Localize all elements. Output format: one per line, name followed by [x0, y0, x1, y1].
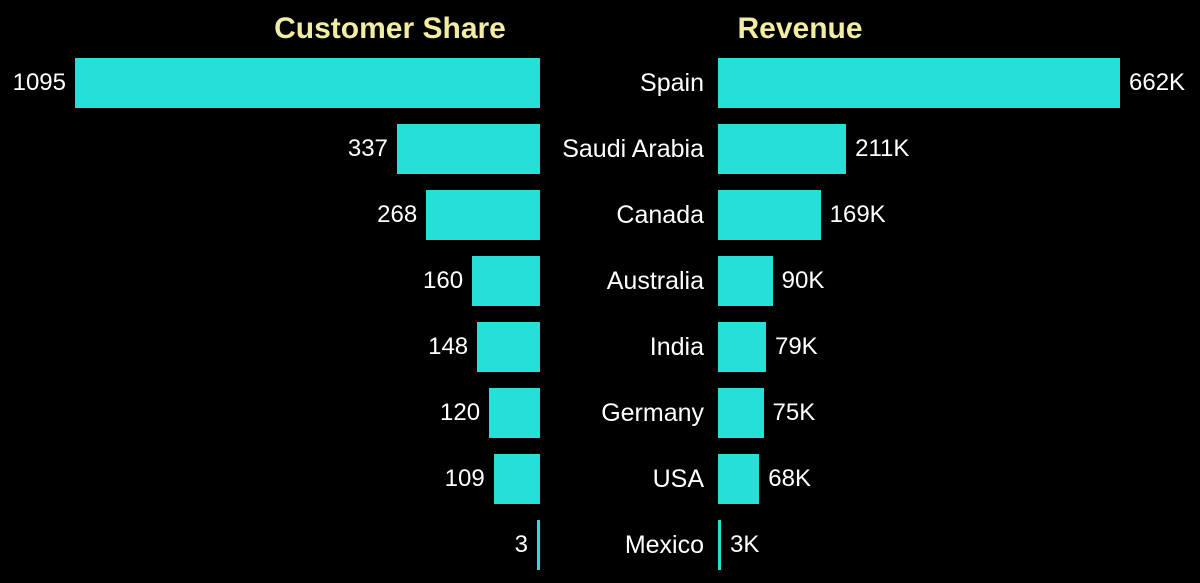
revenue-value-label: 211K: [855, 135, 910, 162]
revenue-title: Revenue: [737, 12, 863, 45]
customer-share-zone: 109: [0, 454, 540, 504]
customer-share-zone: 3: [0, 520, 540, 570]
revenue-zone: 75K: [718, 388, 1200, 438]
revenue-bar[interactable]: [718, 256, 773, 306]
customer-share-bar[interactable]: [477, 322, 540, 372]
customer-share-zone: 1095: [0, 58, 540, 108]
customer-share-title: Customer Share: [274, 12, 506, 45]
customer-share-value-label: 120: [440, 399, 481, 426]
customer-share-value-label: 160: [423, 267, 464, 294]
customer-share-zone: 148: [0, 322, 540, 372]
revenue-zone: 211K: [718, 124, 1200, 174]
revenue-bar[interactable]: [718, 124, 847, 174]
customer-share-zone: 337: [0, 124, 540, 174]
customer-share-value-label: 148: [428, 333, 469, 360]
revenue-bar[interactable]: [718, 58, 1120, 108]
customer-share-bar[interactable]: [489, 388, 540, 438]
revenue-bar[interactable]: [718, 190, 821, 240]
customer-share-value-label: 337: [347, 135, 388, 162]
category-label: USA: [652, 464, 704, 493]
revenue-zone: 79K: [718, 322, 1200, 372]
chart-row: 148 India 79K: [0, 314, 1200, 380]
revenue-bar[interactable]: [718, 388, 764, 438]
revenue-bar[interactable]: [718, 454, 760, 504]
category-label: Australia: [606, 266, 704, 295]
chart-row: 268 Canada 169K: [0, 182, 1200, 248]
customer-share-zone: 160: [0, 256, 540, 306]
chart-rows: 1095 Spain 662K 337 Saudi Arabia 211K 268 Canad…: [0, 50, 1200, 578]
revenue-value-label: 68K: [768, 465, 811, 492]
chart-row: 109 USA 68K: [0, 446, 1200, 512]
revenue-zone: 3K: [718, 520, 1200, 570]
customer-share-value-label: 109: [444, 465, 485, 492]
revenue-value-label: 79K: [774, 333, 818, 360]
customer-share-bar[interactable]: [493, 454, 540, 504]
revenue-bar[interactable]: [718, 322, 766, 372]
revenue-value-label: 90K: [781, 267, 825, 294]
revenue-value-label: 169K: [829, 201, 886, 228]
category-label: Mexico: [624, 530, 704, 559]
category-label: Germany: [601, 398, 704, 427]
category-label: Saudi Arabia: [562, 134, 704, 163]
chart-row: 1095 Spain 662K: [0, 50, 1200, 116]
revenue-zone: 90K: [718, 256, 1200, 306]
revenue-value-label: 662K: [1129, 69, 1186, 96]
chart-titles: Customer Share Revenue: [0, 0, 1200, 50]
customer-share-zone: 120: [0, 388, 540, 438]
customer-share-bar[interactable]: [472, 256, 540, 306]
customer-share-bar[interactable]: [426, 190, 540, 240]
customer-share-value-label: 3: [514, 531, 528, 558]
revenue-zone: 662K: [718, 58, 1200, 108]
chart-row: 160 Australia 90K: [0, 248, 1200, 314]
revenue-zone: 68K: [718, 454, 1200, 504]
revenue-value-label: 3K: [730, 531, 760, 558]
customer-share-bar[interactable]: [75, 58, 540, 108]
customer-share-value-label: 1095: [12, 69, 66, 96]
category-label: Canada: [616, 200, 704, 229]
customer-share-value-label: 268: [377, 201, 418, 228]
revenue-zone: 169K: [718, 190, 1200, 240]
customer-share-bar[interactable]: [396, 124, 540, 174]
category-label: India: [649, 332, 704, 361]
chart-row: 120 Germany 75K: [0, 380, 1200, 446]
customer-share-zone: 268: [0, 190, 540, 240]
chart-row: 3 Mexico 3K: [0, 512, 1200, 578]
customer-share-bar[interactable]: [537, 520, 540, 570]
chart-row: 337 Saudi Arabia 211K: [0, 116, 1200, 182]
revenue-value-label: 75K: [772, 399, 816, 426]
revenue-bar[interactable]: [718, 520, 721, 570]
category-label: Spain: [640, 68, 704, 97]
